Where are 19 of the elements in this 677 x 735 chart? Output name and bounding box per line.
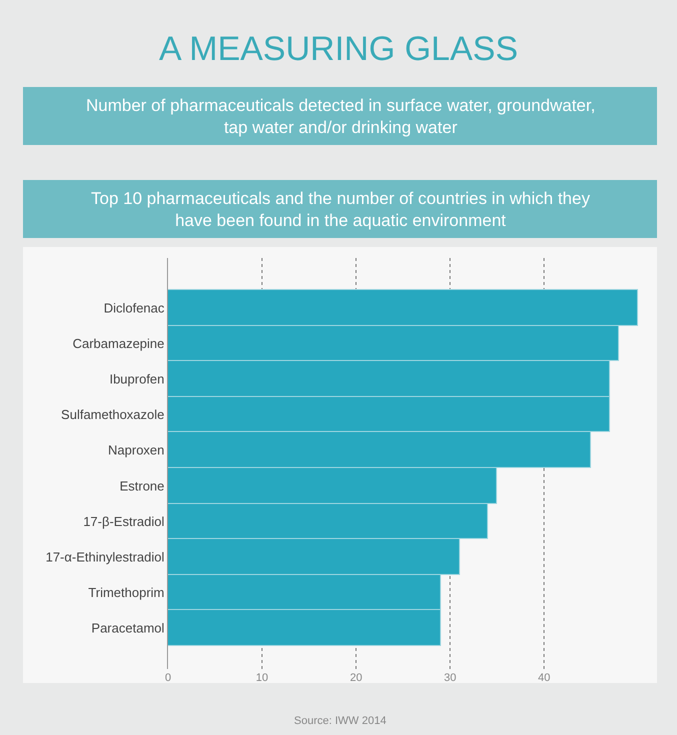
y-tick-label: Paracetamol	[91, 620, 165, 636]
y-tick-label: Ibuprofen	[109, 372, 164, 387]
y-tick-label: Estrone	[120, 478, 164, 494]
y-tick-label: 17-β-Estradiol	[83, 514, 164, 529]
y-tick-label: Carbamazepine	[72, 336, 164, 351]
source-note: Source: IWW 2014	[294, 715, 386, 727]
y-tick-label: Sulfamethoxazole	[61, 407, 164, 422]
x-tick-label: 40	[538, 672, 550, 684]
y-tick-label: Trimethoprim	[88, 585, 164, 600]
chart-subtitle: Number of pharmaceuticals detected in surface water, groundwater, tap water and/or drinking water	[86, 96, 596, 138]
x-tick-label: 30	[444, 672, 456, 684]
y-tick-label: 17-α-Ethinylestradiol	[46, 549, 165, 564]
text: Top 10 pharmaceuticals and the number of countries in which they have been found in the aquatic environment	[91, 189, 590, 230]
x-tick-label: 10	[256, 672, 268, 684]
x-tick-label: 20	[350, 672, 362, 684]
y-tick-label: Diclofenac	[104, 300, 165, 316]
y-tick-label: Naproxen	[108, 442, 164, 458]
chart-title: A MEASURING GLASS	[159, 30, 518, 68]
x-tick-label: 0	[164, 672, 172, 684]
